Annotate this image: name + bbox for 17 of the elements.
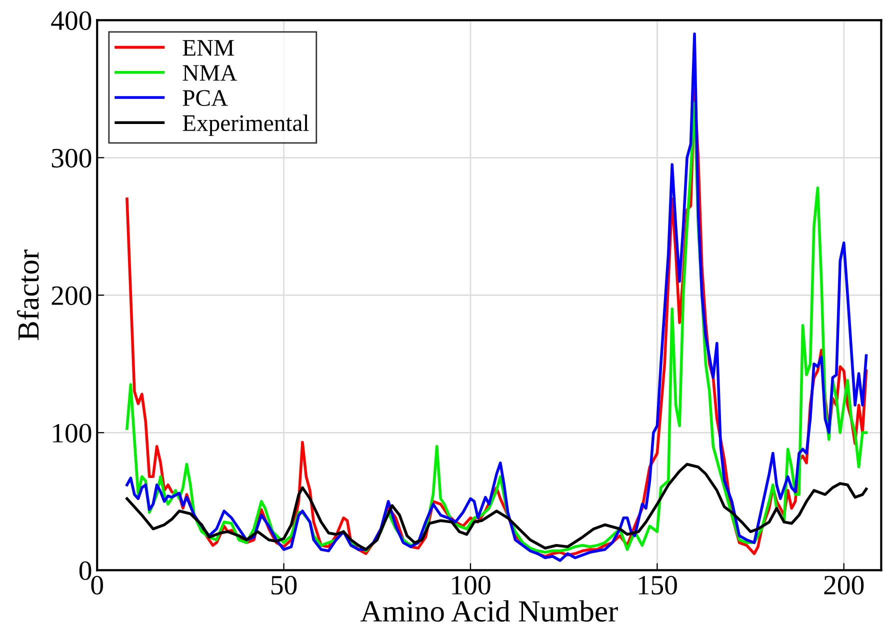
x-tick-label: 0 <box>91 576 104 595</box>
y-tick-label: 0 <box>79 561 92 580</box>
x-tick-label: 100 <box>452 576 490 595</box>
legend-label: ENM <box>182 40 234 56</box>
x-tick-label: 150 <box>638 576 677 595</box>
legend-label: PCA <box>182 90 228 106</box>
y-tick-label: 400 <box>51 11 92 30</box>
legend-label: NMA <box>182 65 238 81</box>
line-series <box>126 462 868 551</box>
y-tick-label: 300 <box>52 148 92 168</box>
y-tick-label: 200 <box>52 286 92 306</box>
y-axis-title: Bfactor <box>17 250 39 340</box>
x-axis-title: Amino Acid Number <box>360 600 618 622</box>
x-tick-label: 200 <box>824 576 864 595</box>
y-tick-label: 100 <box>53 424 92 443</box>
legend-label: Experimental <box>182 114 309 136</box>
x-tick-label: 50 <box>272 576 297 595</box>
